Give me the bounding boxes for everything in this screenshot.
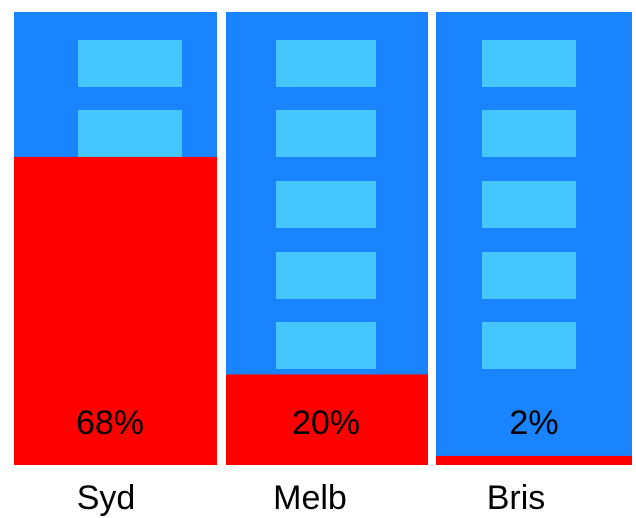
window-syd-2	[78, 110, 182, 157]
window-bris-3	[482, 181, 576, 228]
value-label-syd: 68%	[76, 404, 144, 442]
category-labels-layer: Syd Melb Bris	[77, 479, 546, 517]
category-label-melb: Melb	[273, 479, 347, 517]
window-melb-5	[276, 322, 376, 369]
value-label-bris: 2%	[509, 404, 558, 442]
value-label-melb: 20%	[292, 404, 360, 442]
window-bris-5	[482, 322, 576, 369]
columns-layer	[14, 12, 632, 465]
window-melb-4	[276, 252, 376, 299]
value-labels-layer: 68% 20% 2%	[76, 404, 559, 442]
window-bris-4	[482, 252, 576, 299]
bar-syd	[14, 156, 217, 465]
window-melb-3	[276, 181, 376, 228]
window-bris-1	[482, 40, 576, 87]
column-bris	[436, 12, 632, 465]
category-label-syd: Syd	[77, 479, 136, 517]
window-melb-2	[276, 110, 376, 157]
window-bris-2	[482, 110, 576, 157]
window-melb-1	[276, 40, 376, 87]
category-label-bris: Bris	[487, 479, 546, 517]
bar-bris	[436, 455, 632, 465]
bar-melb	[226, 374, 428, 465]
window-syd-1	[78, 40, 182, 87]
